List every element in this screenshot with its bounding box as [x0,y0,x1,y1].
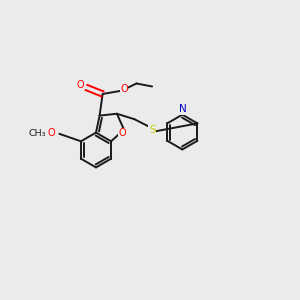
Text: O: O [47,128,55,139]
Text: S: S [149,125,156,135]
Text: O: O [119,128,126,138]
Text: O: O [120,84,128,94]
Text: N: N [179,104,187,114]
Text: O: O [77,80,85,90]
Text: CH₃: CH₃ [28,129,46,138]
